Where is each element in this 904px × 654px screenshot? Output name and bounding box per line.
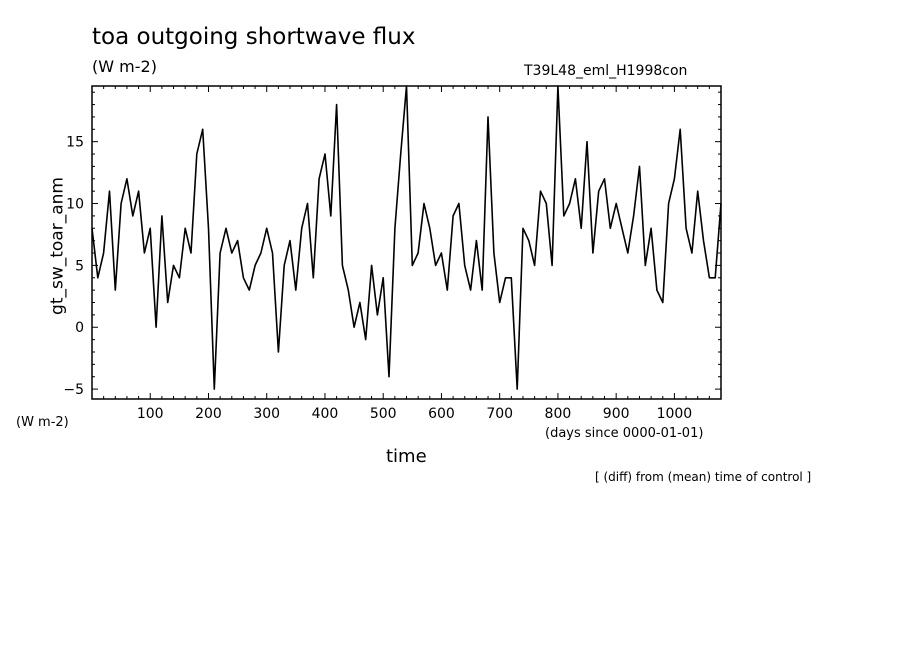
series-line [91,85,722,390]
x-axis-label: time [386,446,427,467]
x-tick-label: 200 [195,406,222,422]
y-tick-label: −5 [63,382,84,398]
y-tick-label: 5 [75,258,84,274]
chart-title: toa outgoing shortwave flux [92,24,416,50]
x-tick-label: 100 [137,406,164,422]
plot-frame [91,85,722,400]
x-tick-label: 500 [370,406,397,422]
x-tick-label: 700 [486,406,513,422]
x-axis-units: (days since 0000-01-01) [545,426,704,441]
y-axis-units: (W m-2) [16,415,69,430]
chart-units: (W m-2) [92,57,157,76]
x-tick-label: 1000 [657,406,693,422]
x-tick-label: 300 [253,406,280,422]
x-tick-label: 400 [312,406,339,422]
run-label: T39L48_eml_H1998con [524,63,688,79]
y-tick-label: 15 [66,135,84,151]
y-tick-label: 0 [75,320,84,336]
chart-note: [ (diff) from (mean) time of control ] [595,470,812,484]
x-tick-label: 900 [603,406,630,422]
y-tick-label: 10 [66,197,84,213]
x-tick-label: 800 [545,406,572,422]
axis-ticks: 100 200 300 400 500 600 700 800 900 1000 −5 0 5 10 15 [63,86,721,422]
x-tick-label: 600 [428,406,455,422]
